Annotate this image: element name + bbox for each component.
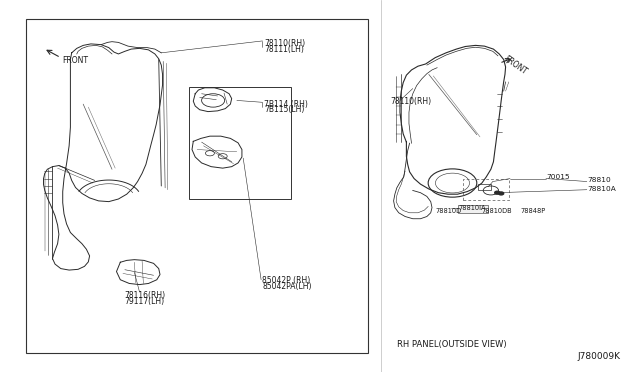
Circle shape — [499, 192, 504, 195]
Text: 78110(RH): 78110(RH) — [264, 39, 305, 48]
Bar — [463, 179, 509, 200]
Text: 78810A: 78810A — [587, 186, 616, 192]
Text: RH PANEL(OUTSIDE VIEW): RH PANEL(OUTSIDE VIEW) — [397, 340, 506, 349]
Text: FRONT: FRONT — [502, 54, 529, 76]
Text: 85042P (RH): 85042P (RH) — [262, 276, 310, 285]
Bar — [458, 205, 488, 213]
Text: FRONT: FRONT — [63, 56, 89, 65]
Text: 78111(LH): 78111(LH) — [264, 45, 304, 54]
Text: 78848P: 78848P — [520, 208, 545, 214]
Text: 7B115(LH): 7B115(LH) — [264, 105, 305, 114]
Bar — [478, 184, 491, 190]
Text: 78810: 78810 — [587, 177, 611, 183]
Text: J780009K: J780009K — [578, 352, 621, 361]
Text: 78810DB: 78810DB — [482, 208, 513, 214]
Bar — [189, 87, 291, 199]
Text: 78810IA: 78810IA — [459, 205, 486, 211]
Circle shape — [495, 191, 500, 194]
Text: 78116(RH): 78116(RH) — [125, 291, 166, 300]
Text: 79117(LH): 79117(LH) — [125, 297, 165, 306]
Bar — [26, 19, 368, 353]
Text: 70015: 70015 — [546, 174, 570, 180]
Text: 78110(RH): 78110(RH) — [390, 97, 431, 106]
Text: 7B114 (RH): 7B114 (RH) — [264, 100, 308, 109]
Text: 78810D: 78810D — [435, 208, 461, 214]
Text: 85042PA(LH): 85042PA(LH) — [262, 282, 312, 291]
